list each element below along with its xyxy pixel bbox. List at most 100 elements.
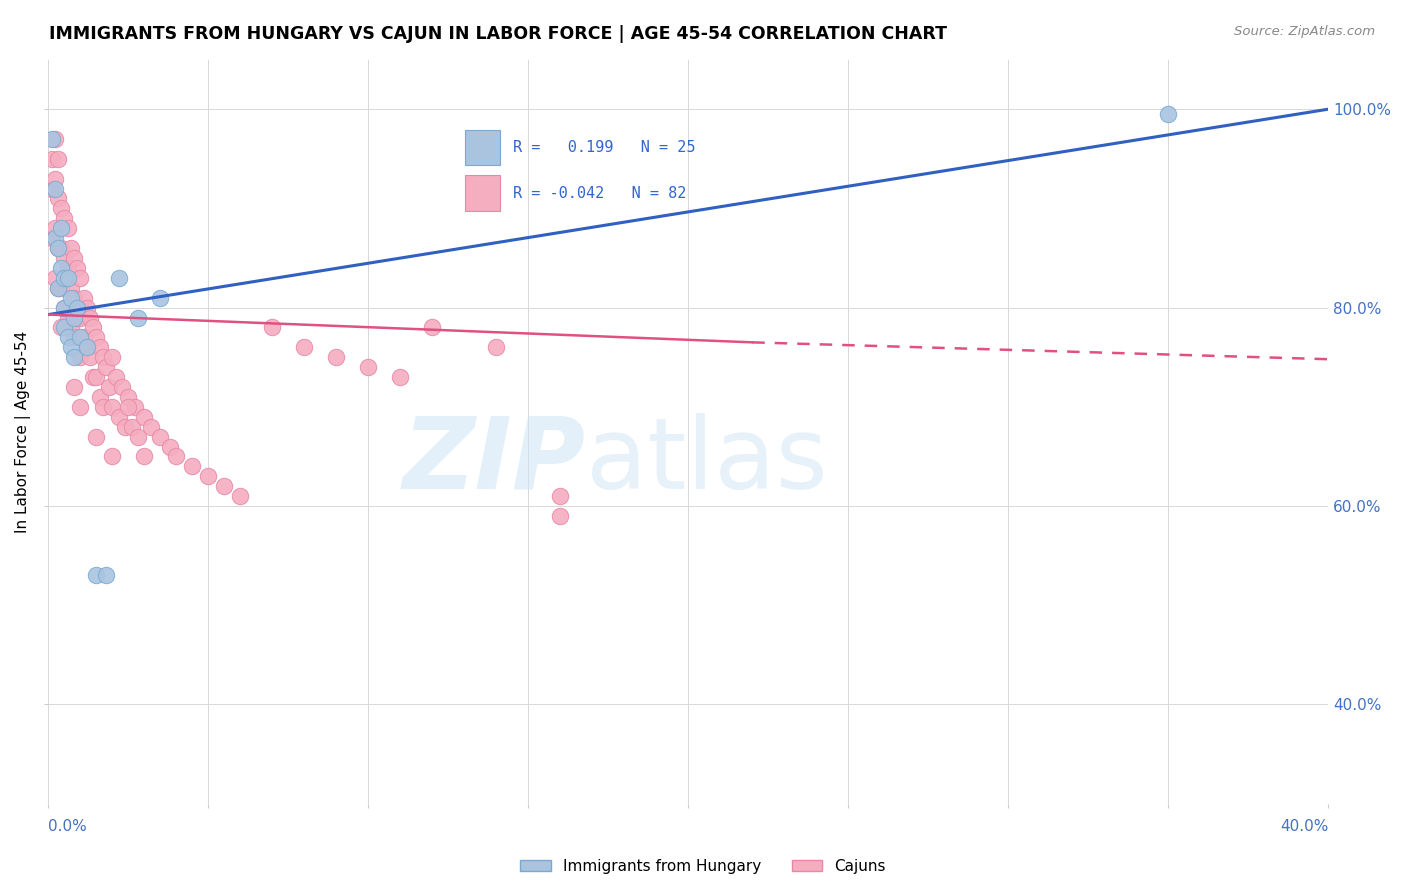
Point <box>66 301 89 315</box>
Point <box>229 489 252 503</box>
Point <box>117 390 139 404</box>
Point <box>56 260 79 275</box>
Point <box>139 419 162 434</box>
Point <box>101 400 124 414</box>
Point <box>357 360 380 375</box>
Point <box>124 400 146 414</box>
Point <box>114 419 136 434</box>
Point <box>56 221 79 235</box>
Point <box>104 370 127 384</box>
Point <box>262 320 284 334</box>
Point <box>59 320 82 334</box>
Point <box>41 132 63 146</box>
Point <box>66 310 89 325</box>
Point <box>86 330 108 344</box>
Point <box>82 320 104 334</box>
Point <box>94 568 117 582</box>
Text: atlas: atlas <box>586 413 828 510</box>
Point <box>56 330 79 344</box>
Point <box>325 350 347 364</box>
Point <box>420 320 443 334</box>
Point <box>91 350 114 364</box>
Point <box>44 181 66 195</box>
Point <box>121 419 143 434</box>
Point <box>86 568 108 582</box>
Point <box>53 271 76 285</box>
Point <box>107 271 129 285</box>
Point <box>63 380 86 394</box>
Point <box>82 370 104 384</box>
Point <box>86 429 108 443</box>
Point <box>53 301 76 315</box>
Point <box>107 409 129 424</box>
Point <box>44 231 66 245</box>
Point <box>79 310 101 325</box>
Point <box>53 211 76 226</box>
Point <box>149 429 172 443</box>
Point <box>56 271 79 285</box>
Point <box>101 350 124 364</box>
Point <box>46 241 69 255</box>
Point <box>69 400 91 414</box>
Point <box>69 330 91 344</box>
Point <box>197 469 219 483</box>
Point <box>59 340 82 354</box>
Point <box>59 281 82 295</box>
Point <box>72 291 94 305</box>
Point <box>63 350 86 364</box>
Point <box>117 400 139 414</box>
Point <box>44 171 66 186</box>
Point <box>46 152 69 166</box>
Point <box>127 310 149 325</box>
Point <box>49 241 72 255</box>
Y-axis label: In Labor Force | Age 45-54: In Labor Force | Age 45-54 <box>15 331 31 533</box>
Point <box>91 400 114 414</box>
Point <box>134 450 156 464</box>
Text: IMMIGRANTS FROM HUNGARY VS CAJUN IN LABOR FORCE | AGE 45-54 CORRELATION CHART: IMMIGRANTS FROM HUNGARY VS CAJUN IN LABO… <box>49 25 948 43</box>
Point <box>66 260 89 275</box>
Point <box>56 310 79 325</box>
Point <box>41 181 63 195</box>
Text: ZIP: ZIP <box>404 413 586 510</box>
Point <box>69 350 91 364</box>
Point <box>63 330 86 344</box>
Point <box>69 310 91 325</box>
Point <box>181 459 204 474</box>
Point <box>485 340 508 354</box>
Point <box>159 440 181 454</box>
Point <box>76 340 98 354</box>
Point <box>49 281 72 295</box>
Point <box>89 340 111 354</box>
Point <box>94 360 117 375</box>
Point <box>46 281 69 295</box>
Point <box>53 251 76 265</box>
Point <box>53 301 76 315</box>
Point <box>134 409 156 424</box>
Point <box>63 310 86 325</box>
Point <box>49 320 72 334</box>
Point <box>49 221 72 235</box>
Point <box>101 450 124 464</box>
Legend: Immigrants from Hungary, Cajuns: Immigrants from Hungary, Cajuns <box>515 853 891 880</box>
Point <box>44 221 66 235</box>
Point <box>292 340 315 354</box>
Point <box>49 202 72 216</box>
Point <box>46 241 69 255</box>
Point <box>76 301 98 315</box>
Point <box>41 231 63 245</box>
Text: Source: ZipAtlas.com: Source: ZipAtlas.com <box>1234 25 1375 38</box>
Point <box>548 489 571 503</box>
Point <box>98 380 121 394</box>
Point <box>127 429 149 443</box>
Point <box>149 291 172 305</box>
Point <box>59 241 82 255</box>
Point <box>44 132 66 146</box>
Point <box>46 192 69 206</box>
Point <box>214 479 236 493</box>
Point <box>63 291 86 305</box>
Text: 0.0%: 0.0% <box>48 819 87 833</box>
Point <box>63 251 86 265</box>
Point <box>59 291 82 305</box>
Point <box>44 271 66 285</box>
Point <box>53 320 76 334</box>
